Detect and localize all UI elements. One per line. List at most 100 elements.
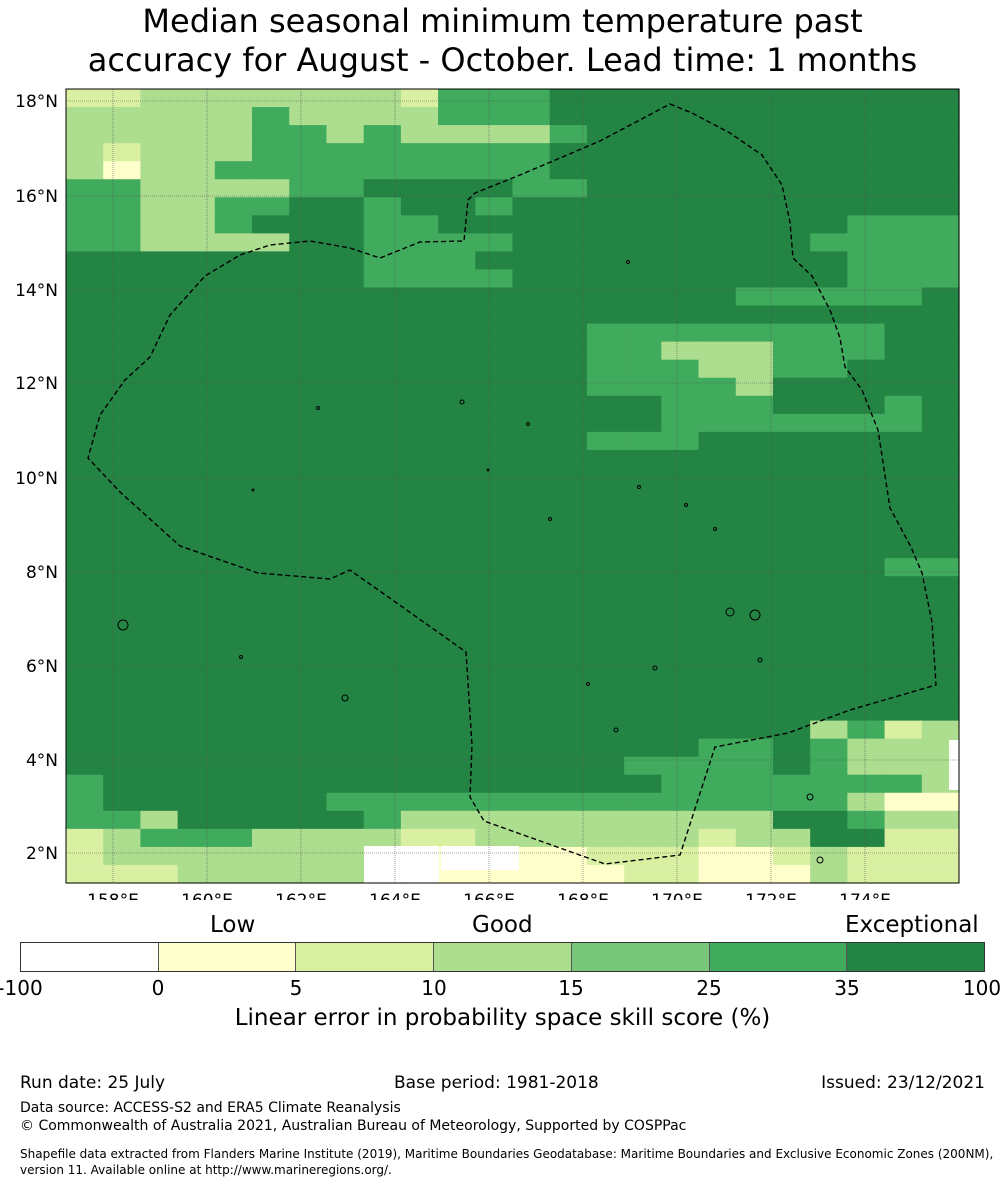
grid-cell	[214, 323, 253, 343]
grid-cell	[103, 684, 142, 704]
grid-cell	[772, 143, 811, 162]
grid-cell	[441, 846, 519, 870]
grid-cell	[772, 666, 811, 686]
grid-cell	[289, 413, 328, 433]
grid-cell	[400, 197, 439, 216]
grid-cell	[810, 540, 848, 559]
map-frame	[65, 88, 960, 884]
grid-cell	[847, 612, 886, 631]
grid-cell	[475, 504, 514, 523]
grid-cell	[289, 792, 328, 812]
grid-cell	[140, 756, 179, 776]
grid-cell	[326, 467, 365, 487]
grid-cell	[698, 377, 737, 397]
grid-cell	[735, 576, 774, 595]
grid-cell	[772, 540, 811, 559]
grid-cell	[66, 395, 104, 415]
grid-cell	[921, 395, 960, 415]
grid-cell	[363, 89, 402, 108]
grid-cell	[214, 540, 253, 559]
grid-cell	[586, 666, 625, 686]
grid-cell	[847, 89, 886, 108]
grid-cell	[884, 630, 923, 650]
grid-cell	[810, 612, 848, 631]
grid-cell	[438, 576, 476, 595]
grid-cell	[847, 197, 886, 216]
grid-cell	[363, 648, 402, 668]
grid-cell	[772, 89, 811, 108]
grid-cell	[326, 215, 365, 234]
grid-cell	[772, 792, 811, 812]
grid-cell	[326, 648, 365, 668]
grid-cell	[140, 377, 179, 397]
grid-cell	[438, 197, 476, 216]
grid-cell	[66, 828, 104, 848]
grid-cell	[66, 377, 104, 397]
grid-cell	[252, 576, 290, 595]
grid-cell	[326, 810, 365, 830]
grid-cell	[698, 305, 737, 325]
grid-cell	[698, 702, 737, 722]
grid-cell	[177, 323, 216, 343]
grid-cell	[847, 774, 886, 794]
grid-cell	[66, 341, 104, 361]
grid-cell	[549, 486, 588, 505]
grid-cell	[103, 846, 142, 866]
grid-cell	[698, 522, 737, 541]
grid-cell	[400, 107, 439, 126]
grid-cell	[549, 756, 588, 776]
grid-cell	[252, 251, 290, 271]
grid-cell	[549, 251, 588, 271]
grid-cell	[586, 323, 625, 343]
grid-cell	[624, 486, 662, 505]
grid-cell	[438, 558, 476, 577]
grid-cell	[512, 810, 551, 830]
grid-cell	[586, 828, 625, 848]
grid-cell	[624, 738, 662, 758]
grid-cell	[847, 431, 886, 451]
grid-cell	[624, 143, 662, 162]
grid-cell	[921, 413, 960, 433]
grid-cell	[475, 630, 514, 650]
grid-cell	[512, 269, 551, 289]
grid-cell	[921, 594, 960, 613]
grid-cell	[698, 251, 737, 271]
grid-cell	[326, 864, 365, 884]
grid-cell	[214, 612, 253, 631]
grid-cell	[921, 431, 960, 451]
grid-cell	[66, 305, 104, 325]
grid-cell	[698, 395, 737, 415]
grid-cell	[735, 359, 774, 379]
grid-cell	[252, 323, 290, 343]
grid-cell	[847, 449, 886, 469]
grid-cell	[103, 702, 142, 722]
grid-cell	[512, 846, 551, 866]
grid-cell	[549, 630, 588, 650]
grid-cell	[400, 504, 439, 523]
grid-cell	[103, 341, 142, 361]
grid-cell	[698, 287, 737, 307]
grid-cell	[438, 684, 476, 704]
latitude-label: 16°N	[15, 187, 58, 207]
grid-cell	[400, 774, 439, 794]
grid-cell	[810, 323, 848, 343]
grid-cell	[661, 125, 700, 144]
grid-cell	[921, 720, 960, 740]
grid-cell	[363, 341, 402, 361]
grid-cell	[438, 161, 476, 180]
grid-cell	[103, 540, 142, 559]
grid-cell	[140, 522, 179, 541]
grid-cell	[400, 630, 439, 650]
grid-cell	[326, 522, 365, 541]
grid-cell	[66, 522, 104, 541]
grid-cell	[586, 630, 625, 650]
grid-cell	[177, 522, 216, 541]
grid-cell	[363, 395, 402, 415]
grid-cell	[624, 702, 662, 722]
grid-cell	[810, 810, 848, 830]
grid-cell	[735, 612, 774, 631]
grid-cell	[884, 197, 923, 216]
grid-cell	[586, 756, 625, 776]
grid-cell	[735, 287, 774, 307]
grid-cell	[512, 215, 551, 234]
